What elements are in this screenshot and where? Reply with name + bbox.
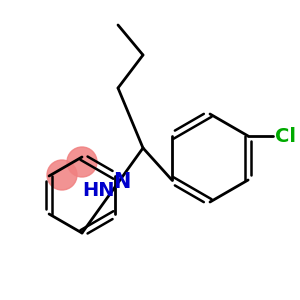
Circle shape (47, 160, 77, 190)
Text: HN: HN (82, 181, 115, 200)
Text: N: N (113, 172, 130, 192)
Circle shape (67, 147, 97, 177)
Text: Cl: Cl (274, 127, 296, 146)
